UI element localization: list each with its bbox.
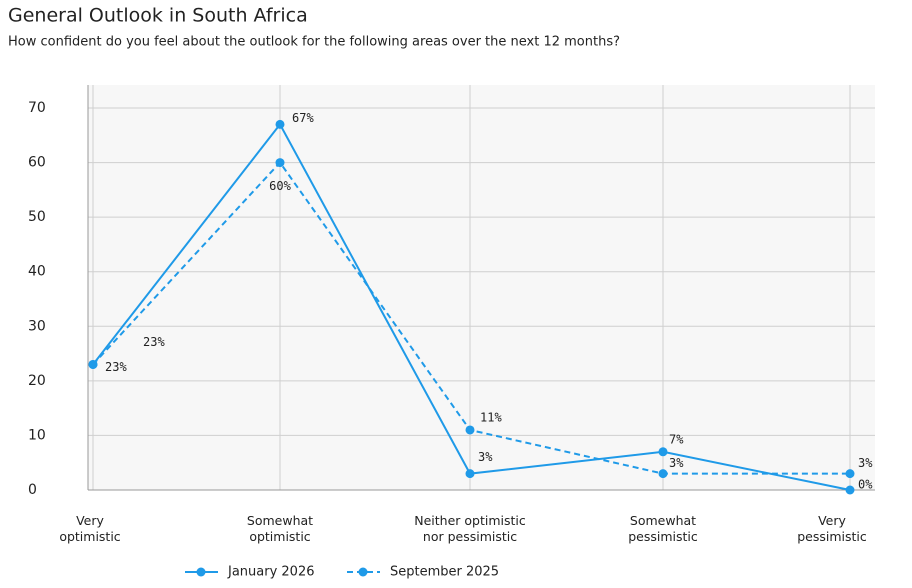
plot-background (88, 85, 875, 490)
data-label: 23% (105, 360, 127, 374)
chart-title: General Outlook in South Africa (8, 5, 308, 27)
data-label: 67% (292, 111, 314, 125)
data-point (88, 359, 98, 369)
data-label: 3% (669, 456, 684, 470)
legend-marker (358, 567, 368, 577)
data-point (658, 447, 668, 457)
x-tick-label: Very pessimistic (797, 513, 867, 544)
data-label: 7% (669, 432, 684, 446)
data-label: 23% (143, 335, 165, 349)
y-tick-label: 10 (28, 427, 46, 443)
legend-marker (196, 567, 206, 577)
y-tick-label: 40 (28, 264, 46, 280)
x-tick-label: Somewhat optimistic (246, 513, 314, 544)
y-tick-label: 60 (28, 155, 46, 171)
x-tick-label: Very optimistic (59, 513, 121, 544)
legend-label: January 2026 (227, 565, 315, 580)
y-tick-label: 70 (28, 100, 46, 116)
data-point (275, 158, 285, 168)
y-tick-label: 20 (28, 373, 46, 389)
data-point (465, 469, 475, 479)
data-point (275, 119, 285, 129)
data-label: 0% (858, 478, 873, 492)
data-label: 11% (480, 410, 502, 424)
data-point (845, 469, 855, 479)
y-tick-label: 30 (28, 318, 46, 334)
x-tick-label: Somewhat pessimistic (628, 513, 698, 544)
data-point (465, 425, 475, 435)
y-tick-label: 50 (28, 209, 46, 225)
data-point (845, 485, 855, 495)
data-point (658, 469, 668, 479)
legend-label: September 2025 (390, 565, 499, 580)
data-label: 60% (269, 179, 291, 193)
y-tick-label: 0 (28, 482, 37, 498)
data-label: 3% (478, 450, 493, 464)
data-label: 3% (858, 456, 873, 470)
x-tick-label: Neither optimistic nor pessimistic (414, 513, 526, 544)
chart-subtitle: How confident do you feel about the outl… (8, 35, 620, 50)
